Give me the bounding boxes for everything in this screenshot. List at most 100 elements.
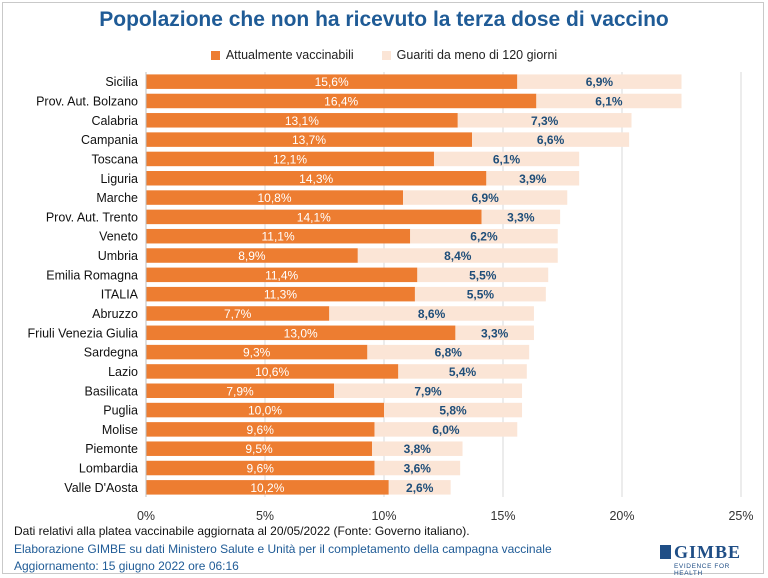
category-label: Calabria — [91, 114, 138, 128]
bar-guariti-120-giorni — [457, 113, 632, 128]
data-label-guariti: 3,9% — [519, 172, 547, 186]
bar-guariti-120-giorni — [410, 228, 558, 244]
data-label-guariti: 8,6% — [418, 307, 446, 321]
chart-legend: Attualmente vaccinabili Guariti da meno … — [0, 48, 768, 62]
bar-attualmente-vaccinabili — [146, 74, 518, 89]
gimbe-logo-mark — [660, 545, 671, 559]
data-label-vaccinabili: 10,6% — [255, 365, 289, 379]
data-label-vaccinabili: 9,3% — [243, 346, 271, 360]
data-label-guariti: 3,6% — [404, 462, 432, 476]
data-label-guariti: 7,3% — [531, 114, 559, 128]
data-label-guariti: 2,6% — [406, 481, 434, 495]
data-label-vaccinabili: 14,1% — [297, 210, 331, 224]
bar-guariti-120-giorni — [334, 383, 523, 398]
bar-attualmente-vaccinabili — [146, 441, 373, 456]
category-label: Friuli Venezia Giulia — [28, 326, 139, 340]
bar-guariti-120-giorni — [367, 344, 530, 360]
source-text: Elaborazione GIMBE su dati Ministero Sal… — [14, 542, 552, 556]
category-label: Abruzzo — [92, 307, 138, 321]
category-label: Campania — [81, 133, 138, 147]
data-label-guariti: 6,9% — [471, 191, 499, 205]
category-label: Basilicata — [85, 384, 139, 398]
category-label: Marche — [96, 191, 138, 205]
data-label-vaccinabili: 10,0% — [248, 404, 282, 418]
bar-guariti-120-giorni — [536, 93, 682, 109]
bar-guariti-120-giorni — [414, 286, 546, 302]
data-label-vaccinabili: 10,2% — [250, 481, 284, 495]
data-label-guariti: 6,8% — [435, 346, 463, 360]
legend-item-vaccinabili: Attualmente vaccinabili — [210, 48, 354, 62]
bar-guariti-120-giorni — [374, 422, 518, 437]
category-label: Umbria — [98, 249, 138, 263]
bar-attualmente-vaccinabili — [146, 113, 458, 128]
bar-attualmente-vaccinabili — [146, 480, 389, 495]
bar-attualmente-vaccinabili — [146, 132, 473, 147]
category-label: Puglia — [103, 404, 138, 418]
x-tick-label: 0% — [137, 509, 155, 523]
bar-guariti-120-giorni — [403, 190, 568, 205]
data-label-guariti: 6,1% — [493, 152, 521, 166]
data-label-vaccinabili: 13,7% — [292, 133, 326, 147]
bar-guariti-120-giorni — [398, 364, 527, 379]
category-label: Emilia Romagna — [46, 268, 138, 282]
bar-attualmente-vaccinabili — [146, 190, 404, 205]
category-label: Piemonte — [85, 442, 138, 456]
data-label-guariti: 3,8% — [404, 442, 432, 456]
bar-guariti-120-giorni — [357, 248, 558, 263]
data-label-vaccinabili: 16,4% — [324, 94, 358, 108]
bar-attualmente-vaccinabili — [146, 286, 415, 302]
bar-attualmente-vaccinabili — [146, 383, 335, 398]
category-label: Veneto — [99, 230, 138, 244]
category-label: Sicilia — [105, 75, 138, 89]
chart-title: Popolazione che non ha ricevuto la terza… — [99, 8, 669, 31]
category-label: Sardegna — [84, 346, 138, 360]
category-label: Valle D'Aosta — [64, 481, 138, 495]
bar-attualmente-vaccinabili — [146, 171, 487, 186]
data-label-guariti: 5,4% — [449, 365, 477, 379]
bar-guariti-120-giorni — [517, 74, 682, 89]
data-label-vaccinabili: 9,6% — [247, 462, 275, 476]
legend-swatch-guariti — [381, 50, 391, 60]
category-label: Toscana — [91, 152, 138, 166]
data-label-guariti: 6,1% — [595, 94, 623, 108]
bar-guariti-120-giorni — [486, 171, 580, 186]
legend-swatch-vaccinabili — [210, 50, 220, 60]
data-label-vaccinabili: 7,9% — [226, 384, 254, 398]
bar-attualmente-vaccinabili — [146, 364, 399, 379]
data-note: Dati relativi alla platea vaccinabile ag… — [14, 524, 470, 538]
bar-guariti-120-giorni — [388, 480, 451, 495]
data-label-guariti: 6,6% — [537, 133, 565, 147]
bar-attualmente-vaccinabili — [146, 209, 482, 225]
bar-attualmente-vaccinabili — [146, 93, 537, 109]
data-label-guariti: 6,9% — [586, 75, 614, 89]
gimbe-logo: GIMBE EVIDENCE FOR HEALTH — [660, 542, 752, 577]
data-label-vaccinabili: 11,1% — [262, 230, 295, 244]
bar-guariti-120-giorni — [455, 325, 534, 341]
bar-attualmente-vaccinabili — [146, 325, 456, 341]
data-label-vaccinabili: 11,3% — [264, 288, 297, 302]
category-label: Molise — [102, 423, 138, 437]
category-label: Lombardia — [79, 462, 138, 476]
category-label: Liguria — [100, 172, 138, 186]
category-label: ITALIA — [101, 288, 139, 302]
data-label-guariti: 6,2% — [470, 230, 498, 244]
data-label-guariti: 3,3% — [507, 210, 535, 224]
x-tick-label: 10% — [371, 509, 396, 523]
data-label-vaccinabili: 13,1% — [285, 114, 319, 128]
gimbe-logo-word: GIMBE — [674, 542, 742, 562]
bar-attualmente-vaccinabili — [146, 344, 368, 360]
bar-attualmente-vaccinabili — [146, 460, 375, 476]
bar-guariti-120-giorni — [374, 460, 461, 476]
bar-attualmente-vaccinabili — [146, 151, 434, 167]
legend-label-guariti: Guariti da meno di 120 giorni — [396, 48, 558, 62]
category-label: Lazio — [108, 365, 138, 379]
data-label-vaccinabili: 7,7% — [224, 307, 252, 321]
bar-attualmente-vaccinabili — [146, 248, 358, 263]
data-label-guariti: 7,9% — [414, 384, 442, 398]
data-label-vaccinabili: 8,9% — [238, 249, 266, 263]
x-tick-label: 15% — [490, 509, 515, 523]
bar-guariti-120-giorni — [472, 132, 630, 147]
bar-attualmente-vaccinabili — [146, 422, 375, 437]
